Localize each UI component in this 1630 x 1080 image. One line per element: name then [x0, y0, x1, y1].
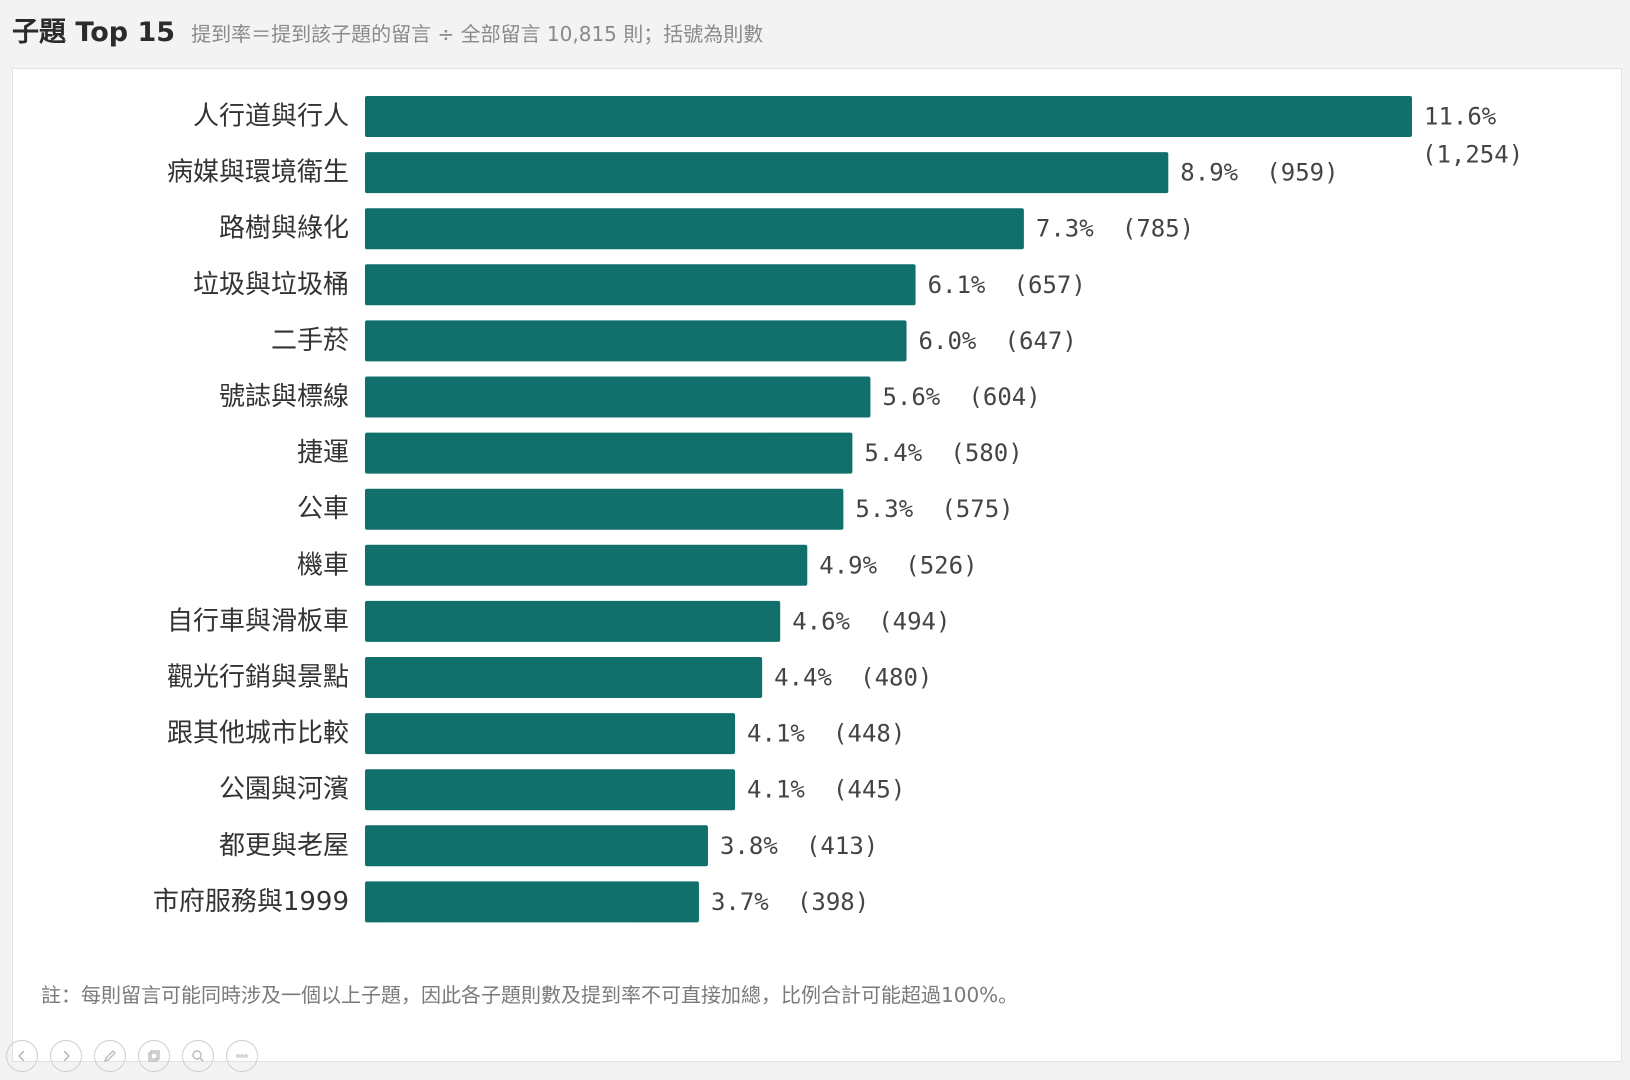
pen-icon[interactable]	[94, 1040, 126, 1072]
category-label: 捷運	[297, 438, 349, 468]
value-label: 5.6%	[882, 383, 940, 411]
category-label: 跟其他城市比較	[167, 719, 349, 749]
category-label: 都更與老屋	[219, 831, 349, 861]
count-label: (448)	[833, 720, 905, 748]
bar	[365, 544, 808, 586]
value-label: 4.9%	[819, 551, 877, 579]
bar	[365, 376, 871, 418]
value-label: 4.1%	[747, 776, 805, 804]
chart-subtitle: 提到率＝提到該子題的留言 ÷ 全部留言 10,815 則；括號為則數	[191, 22, 764, 46]
chart-title: 子題 Top 15	[12, 17, 176, 48]
count-label: (445)	[833, 776, 905, 804]
value-label: 8.9%	[1180, 159, 1238, 187]
count-label: (413)	[806, 832, 878, 860]
value-label: 11.6%	[1424, 103, 1497, 131]
bar	[365, 320, 907, 362]
bar	[365, 881, 699, 923]
viewer-toolbar	[6, 1040, 258, 1072]
category-label: 機車	[297, 550, 349, 580]
chart-header: 子題 Top 15 提到率＝提到該子題的留言 ÷ 全部留言 10,815 則；括…	[12, 10, 764, 48]
count-label: (959)	[1266, 159, 1338, 187]
bar	[365, 96, 1412, 137]
count-label: (647)	[1005, 327, 1077, 355]
count-label: (526)	[905, 551, 977, 579]
count-label: (398)	[797, 888, 869, 916]
bar	[365, 657, 763, 698]
count-label: (480)	[860, 664, 932, 692]
count-label: (604)	[968, 383, 1040, 411]
bar	[365, 264, 916, 306]
value-label: 5.4%	[864, 439, 922, 467]
category-label: 觀光行銷與景點	[167, 663, 349, 693]
bar	[365, 600, 781, 642]
category-label: 市府服務與1999	[153, 887, 349, 917]
bar	[365, 432, 853, 474]
value-label: 4.4%	[774, 664, 832, 692]
category-label: 自行車與滑板車	[167, 606, 349, 636]
value-label: 5.3%	[855, 495, 913, 523]
count-label: (494)	[878, 607, 950, 635]
count-label: (575)	[941, 495, 1013, 523]
bar	[365, 713, 736, 755]
bar	[365, 152, 1169, 194]
category-label: 號誌與標線	[219, 382, 349, 412]
bar	[365, 488, 844, 530]
count-label: (785)	[1122, 215, 1194, 243]
chart-panel: 人行道與行人 11.6% (1,254) 病媒與環境衛生 8.9% (959) 路樹與綠化 7…	[12, 68, 1622, 1062]
copy-icon[interactable]	[138, 1040, 170, 1072]
prev-icon[interactable]	[6, 1040, 38, 1072]
value-label: 7.3%	[1036, 215, 1094, 243]
value-label: 3.7%	[711, 888, 769, 916]
value-label: 6.0%	[919, 327, 977, 355]
category-label: 二手菸	[271, 326, 349, 356]
bar	[365, 769, 736, 811]
count-label: (1,254)	[1422, 141, 1523, 169]
zoom-icon[interactable]	[182, 1040, 214, 1072]
more-icon[interactable]	[226, 1040, 258, 1072]
footnote: 註：每則留言可能同時涉及一個以上子題，因此各子題則數及提到率不可直接加總，比例合…	[41, 983, 1019, 1007]
value-label: 4.6%	[792, 607, 850, 635]
category-label: 路樹與綠化	[219, 214, 349, 244]
category-label: 公園與河濱	[219, 775, 349, 805]
count-label: (657)	[1014, 271, 1086, 299]
count-label: (580)	[950, 439, 1022, 467]
next-icon[interactable]	[50, 1040, 82, 1072]
bar-chart: 人行道與行人 11.6% (1,254) 病媒與環境衛生 8.9% (959) 路樹與綠化 7…	[153, 96, 1523, 923]
value-label: 6.1%	[928, 271, 986, 299]
category-label: 病媒與環境衛生	[167, 158, 349, 188]
bar	[365, 825, 708, 867]
bar	[365, 208, 1024, 250]
value-label: 4.1%	[747, 720, 805, 748]
value-label: 3.8%	[720, 832, 778, 860]
category-label: 垃圾與垃圾桶	[193, 270, 349, 300]
category-label: 人行道與行人	[193, 102, 349, 132]
category-label: 公車	[297, 494, 349, 524]
